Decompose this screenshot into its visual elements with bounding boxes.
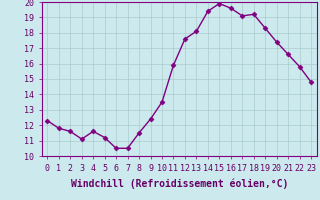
X-axis label: Windchill (Refroidissement éolien,°C): Windchill (Refroidissement éolien,°C) (70, 178, 288, 189)
